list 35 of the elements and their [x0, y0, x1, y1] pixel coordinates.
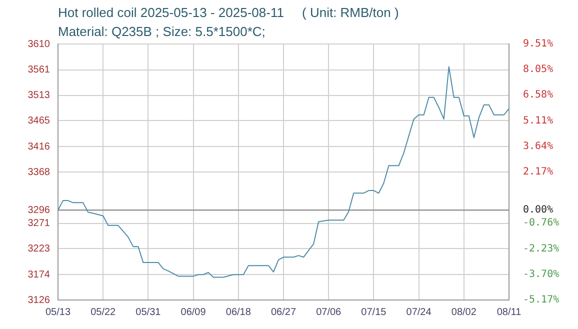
x-tick-label: 06/09	[180, 306, 206, 318]
y-tick-label: 3126	[28, 294, 50, 306]
y2-tick-label: 8.05%	[523, 64, 554, 76]
x-tick-label: 07/24	[406, 306, 432, 318]
y2-tick-label: -2.23%	[523, 243, 560, 254]
y2-tick-label: 3.64%	[523, 140, 554, 152]
chart-title: Hot rolled coil 2025-05-13 - 2025-08-11 ( Unit: RMB/ton )	[58, 5, 399, 20]
y2-tick-label: 0.00%	[523, 204, 554, 216]
x-tick-label: 05/22	[90, 306, 116, 318]
x-tick-label: 06/18	[226, 306, 252, 318]
y-tick-label: 3610	[28, 38, 50, 50]
chart-subtitle: Material: Q235B ; Size: 5.5*1500*C;	[58, 24, 266, 39]
y2-tick-label: -3.70%	[523, 268, 560, 280]
y-tick-label: 3271	[28, 218, 50, 230]
x-tick-label: 08/02	[451, 306, 477, 318]
x-tick-label: 05/31	[136, 306, 162, 318]
y-tick-label: 3416	[28, 141, 50, 152]
y-tick-label: 3174	[28, 269, 50, 280]
y2-tick-label: 5.11%	[523, 115, 554, 126]
x-tick-label: 07/06	[316, 306, 342, 318]
y-tick-label: 3561	[28, 64, 50, 76]
y-tick-label: 3513	[28, 90, 50, 102]
y-tick-label: 3465	[28, 115, 50, 126]
y2-tick-label: 6.58%	[523, 90, 554, 101]
x-tick-label: 05/13	[45, 306, 71, 318]
x-tick-label: 06/27	[270, 306, 296, 318]
y-tick-label: 3223	[28, 243, 50, 254]
y2-tick-label: -5.17%	[523, 294, 560, 306]
y2-tick-label: 9.51%	[523, 38, 554, 50]
x-tick-label: 07/15	[361, 306, 387, 318]
y2-tick-label: 2.17%	[523, 166, 554, 178]
y2-tick-label: -0.76%	[523, 218, 560, 229]
y-tick-label: 3296	[28, 204, 50, 216]
x-tick-label: 08/11	[496, 306, 522, 318]
y-tick-label: 3368	[28, 166, 50, 178]
